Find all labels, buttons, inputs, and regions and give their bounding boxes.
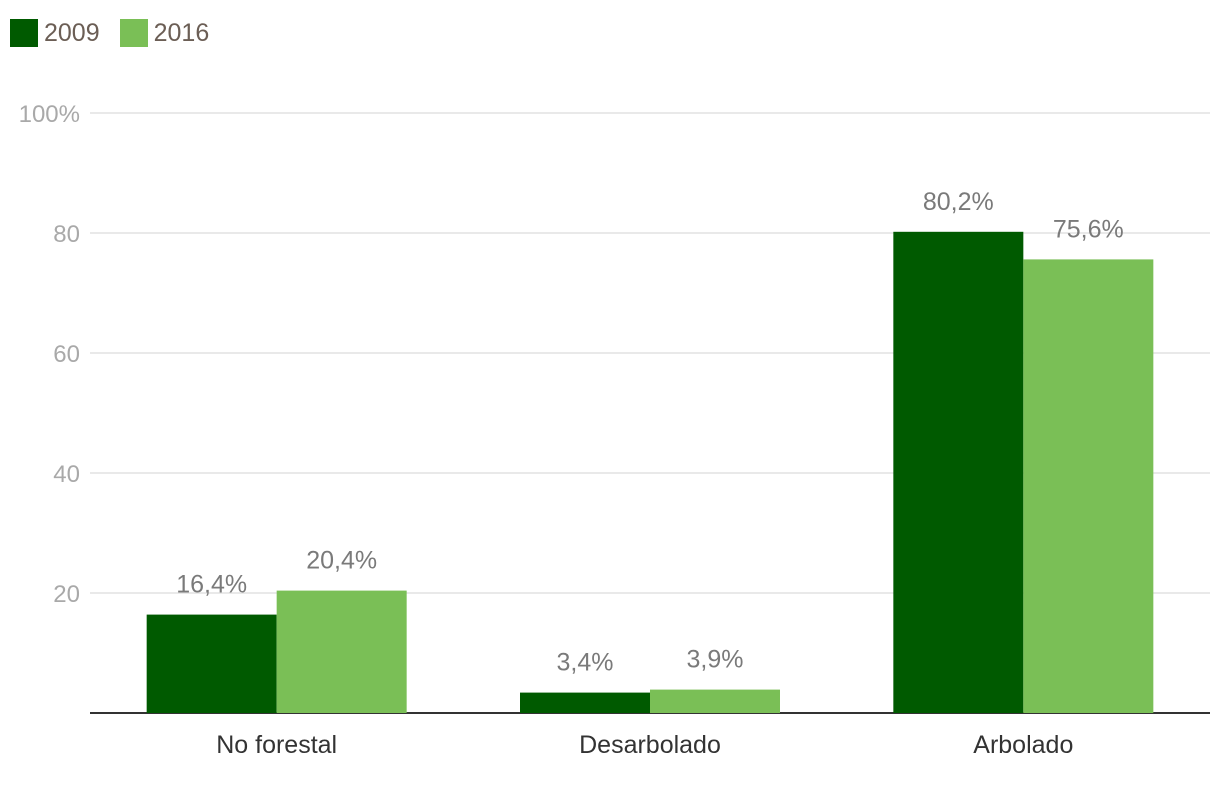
bar-2016-arbolado[interactable]: [1023, 259, 1154, 713]
data-label-2016-desarbolado: 3,9%: [687, 646, 744, 674]
data-label-2016-arbolado: 75,6%: [1053, 215, 1124, 243]
legend-item-2009[interactable]: 2009: [10, 19, 100, 48]
data-label-2009-arbolado: 80,2%: [923, 188, 994, 216]
y-tick-label-20: 20: [53, 581, 80, 608]
data-label-2016-no-forestal: 20,4%: [306, 547, 377, 575]
legend-item-2016[interactable]: 2016: [119, 18, 210, 48]
bar-2016-no-forestal[interactable]: [276, 590, 407, 713]
y-tick-label-80: 80: [53, 221, 80, 248]
legend-swatch-2016: [119, 19, 148, 47]
y-tick-label-60: 60: [53, 341, 80, 368]
legend-swatch-2009: [10, 19, 38, 47]
data-label-2009-desarbolado: 3,4%: [557, 649, 614, 677]
x-category-label-desarbolado: Desarbolado: [579, 731, 721, 759]
legend-label-2009: 2009: [44, 18, 100, 47]
y-tick-label-40: 40: [53, 461, 80, 488]
data-label-2009-no-forestal: 16,4%: [176, 571, 247, 599]
chart-legend: 2009 2016: [10, 16, 209, 50]
bar-2009-arbolado[interactable]: [893, 231, 1024, 714]
x-category-label-no-forestal: No forestal: [216, 731, 337, 759]
bar-2016-desarbolado[interactable]: [650, 689, 780, 713]
legend-label-2016: 2016: [153, 18, 210, 47]
y-tick-label-100: 100%: [19, 101, 80, 128]
x-category-label-arbolado: Arbolado: [973, 731, 1073, 759]
bar-2009-no-forestal[interactable]: [146, 614, 277, 713]
bar-2009-desarbolado[interactable]: [520, 692, 650, 713]
